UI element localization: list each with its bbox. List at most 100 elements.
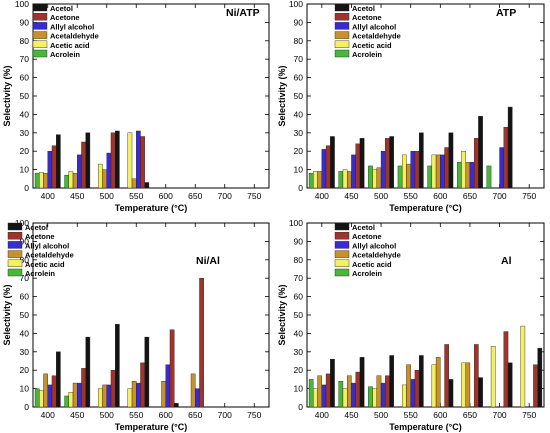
x-axis-title: Temperature (°C) bbox=[389, 422, 461, 432]
legend-label-acetone: Acetone bbox=[50, 13, 80, 22]
bar-acetol bbox=[115, 323, 120, 408]
x-tick-label: 550 bbox=[129, 410, 143, 420]
bar-acetol bbox=[389, 136, 395, 189]
chart-panel-ni-al: 0102030405060708090100400450500550600650… bbox=[0, 218, 275, 433]
x-tick-label: 600 bbox=[159, 410, 173, 420]
x-tick-label: 450 bbox=[344, 191, 358, 201]
bar-acetol bbox=[330, 136, 335, 189]
y-tick-label: 20 bbox=[20, 146, 30, 156]
legend-label-acetol: Acetol bbox=[352, 4, 375, 13]
legend-swatch-acetic-acid bbox=[334, 259, 350, 267]
bar-acetaldehyde bbox=[435, 154, 441, 189]
legend-swatch-acetic-acid bbox=[7, 259, 23, 267]
legend-label-acrolein: Acrolein bbox=[352, 269, 382, 278]
x-tick-label: 750 bbox=[247, 410, 261, 420]
bar-allyl-alcohol bbox=[136, 382, 141, 408]
bar-acetone bbox=[473, 138, 479, 189]
x-tick-label: 500 bbox=[374, 410, 388, 420]
bar-acetic-acid bbox=[490, 346, 496, 408]
bar-allyl-alcohol bbox=[440, 154, 445, 189]
legend-swatch-acetaldehyde bbox=[334, 250, 350, 258]
x-tick-label: 450 bbox=[344, 410, 358, 420]
bar-allyl-alcohol bbox=[410, 150, 416, 189]
x-axis-title: Temperature (°C) bbox=[115, 203, 187, 213]
bar-acrolein bbox=[308, 173, 314, 189]
bar-acetic-acid bbox=[342, 169, 348, 189]
bar-acetaldehyde bbox=[317, 375, 323, 408]
bar-acetone bbox=[169, 329, 175, 408]
x-tick-label: 750 bbox=[522, 410, 536, 420]
legend-label-allyl-alcohol: Allyl alcohol bbox=[352, 22, 396, 31]
x-tick-label: 500 bbox=[100, 191, 114, 201]
legend-label-acetic-acid: Acetic acid bbox=[352, 260, 392, 269]
y-tick-label: 100 bbox=[15, 0, 29, 9]
bar-acetic-acid bbox=[68, 171, 74, 189]
chart-panel-al: 0 10 20 30 40 50 60 70 80 90 100 400 450 500 550 600 650… bbox=[275, 218, 550, 433]
bar-acetol bbox=[507, 362, 513, 408]
bar-acetic-acid bbox=[461, 362, 466, 408]
bar-acetone bbox=[473, 344, 479, 408]
chart-svg-al: 0 10 20 30 40 50 60 70 80 90 100 400 450 500 550 600 650… bbox=[277, 218, 545, 432]
bar-allyl-alcohol bbox=[499, 147, 505, 189]
bar-acetaldehyde bbox=[72, 173, 78, 189]
y-tick-label: 30 bbox=[20, 128, 30, 138]
y-tick-label: 70 bbox=[20, 54, 30, 64]
x-tick-label: 650 bbox=[463, 191, 477, 201]
panel-title: Ni/Al bbox=[196, 255, 220, 267]
x-tick-label: 400 bbox=[315, 191, 329, 201]
panel-title: Ni/ATP bbox=[226, 7, 260, 19]
legend-label-allyl-alcohol: Allyl alcohol bbox=[352, 241, 396, 250]
bar-acrolein bbox=[397, 165, 403, 189]
y-tick-label: 0 bbox=[298, 183, 303, 193]
x-tick-label: 700 bbox=[218, 410, 232, 420]
legend-swatch-acetone bbox=[334, 12, 350, 21]
bar-acetic-acid bbox=[127, 132, 133, 189]
bar-allyl-alcohol bbox=[47, 384, 53, 408]
legend-swatch-acrolein bbox=[32, 49, 48, 58]
bar-acetaldehyde bbox=[465, 162, 471, 189]
bar-acetone bbox=[325, 145, 331, 189]
y-tick-label: 20 bbox=[294, 146, 304, 156]
bar-acrolein bbox=[368, 386, 373, 408]
bar-acetone bbox=[503, 127, 509, 189]
bar-acetone bbox=[81, 141, 86, 189]
legend-swatch-acetol bbox=[7, 222, 23, 231]
x-tick-label: 600 bbox=[433, 410, 447, 420]
bar-acetol bbox=[56, 134, 61, 189]
bar-acetic-acid bbox=[431, 364, 437, 408]
bar-acetaldehyde bbox=[346, 375, 352, 408]
bar-allyl-alcohol bbox=[321, 149, 327, 189]
bar-acrolein bbox=[34, 388, 40, 408]
bar-acetol bbox=[174, 403, 179, 408]
bar-acetone bbox=[325, 373, 331, 408]
bar-allyl-alcohol bbox=[77, 154, 82, 189]
legend-label-acetaldehyde: Acetaldehyde bbox=[50, 32, 99, 41]
legend-swatch-acetaldehyde bbox=[7, 250, 23, 258]
bar-acetic-acid bbox=[461, 150, 466, 189]
bar-acetic-acid bbox=[342, 388, 348, 408]
bar-acetaldehyde bbox=[43, 373, 48, 408]
bar-allyl-alcohol bbox=[47, 150, 53, 189]
x-tick-label: 700 bbox=[492, 410, 506, 420]
legend-swatch-acetol bbox=[334, 222, 350, 231]
bar-acetic-acid bbox=[431, 154, 437, 189]
x-tick-label: 550 bbox=[129, 191, 143, 201]
legend-label-acetol: Acetol bbox=[352, 223, 375, 232]
legend-label-acetic-acid: Acetic acid bbox=[50, 41, 90, 50]
y-axis-title: Selectivity (%) bbox=[2, 284, 12, 345]
x-tick-label: 650 bbox=[463, 410, 477, 420]
x-tick-label: 700 bbox=[492, 191, 506, 201]
y-tick-label: 50 bbox=[20, 310, 30, 320]
bar-acetaldehyde bbox=[346, 171, 352, 189]
legend-label-acrolein: Acrolein bbox=[25, 269, 55, 278]
y-tick-label: 40 bbox=[20, 109, 30, 119]
bar-acetaldehyde bbox=[435, 357, 441, 408]
bar-acetaldehyde bbox=[102, 169, 107, 189]
y-tick-label: 40 bbox=[20, 328, 30, 338]
legend-swatch-acetone bbox=[334, 231, 350, 240]
legend-swatch-acetol bbox=[334, 3, 350, 12]
bar-acetol bbox=[507, 106, 513, 189]
x-tick-label: 550 bbox=[404, 191, 418, 201]
bar-acetaldehyde bbox=[376, 167, 382, 189]
legend-swatch-acrolein bbox=[334, 49, 350, 58]
